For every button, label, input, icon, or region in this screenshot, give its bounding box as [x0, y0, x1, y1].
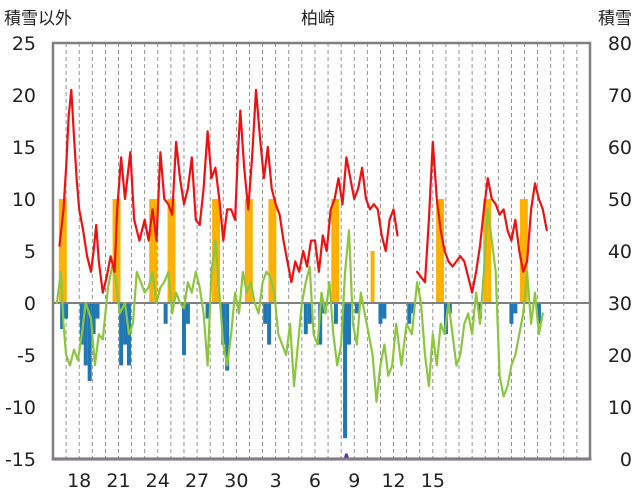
left-tick-label: 5	[24, 241, 36, 263]
right-tick-label: 50	[608, 189, 632, 211]
orange-bar	[153, 199, 158, 303]
blue-bar	[411, 303, 416, 314]
left-tick-label: 25	[12, 33, 36, 55]
right-tick-label: 70	[608, 85, 632, 107]
x-axis-ticks: 18 21 24 27 30 3 6 9 12 15	[67, 470, 445, 492]
blue-bar	[205, 303, 210, 319]
blue-bar	[64, 303, 69, 319]
orange-bar	[439, 199, 444, 303]
orange-bar	[268, 199, 273, 303]
blue-bar	[185, 303, 190, 324]
blue-bar	[91, 303, 96, 335]
blue-bar	[343, 303, 348, 439]
right-tick-label: 20	[608, 345, 632, 367]
x-tick-label: 3	[270, 470, 282, 492]
blue-bar-series	[60, 303, 541, 439]
orange-bar	[436, 199, 441, 303]
orange-bar	[487, 199, 492, 303]
x-tick-label: 21	[106, 470, 130, 492]
left-tick-label: 15	[12, 137, 36, 159]
left-tick-label: -10	[5, 397, 36, 419]
red-line	[416, 140, 548, 294]
orange-bar	[62, 199, 67, 303]
blue-bar	[79, 303, 84, 345]
blue-bar	[407, 303, 412, 324]
blue-bar	[536, 303, 541, 324]
orange-bar	[167, 199, 172, 303]
left-tick-label: -15	[5, 449, 36, 471]
blue-bar	[163, 303, 168, 324]
x-tick-label: 27	[185, 470, 209, 492]
right-tick-label: 0	[620, 449, 632, 471]
x-tick-label: 12	[381, 470, 405, 492]
blue-bar	[333, 303, 338, 324]
blue-bar	[225, 303, 230, 371]
right-tick-label: 40	[608, 241, 632, 263]
blue-bar	[263, 303, 268, 324]
right-tick-label: 30	[608, 293, 632, 315]
blue-bar	[119, 303, 124, 366]
x-tick-label: 6	[309, 470, 321, 492]
right-tick-label: 60	[608, 137, 632, 159]
x-tick-label: 30	[224, 470, 248, 492]
orange-bar	[149, 199, 154, 303]
x-tick-label: 18	[67, 470, 91, 492]
red-line	[58, 88, 399, 294]
orange-bar-series	[58, 199, 528, 303]
line-series	[51, 88, 592, 461]
right-axis-ticks: 80 70 60 50 40 30 20 10 0	[608, 33, 632, 471]
vertical-gridlines	[65, 43, 578, 459]
right-axis-label: 積雪	[598, 9, 632, 29]
blue-bar	[378, 303, 383, 324]
right-tick-label: 10	[608, 397, 632, 419]
left-axis-label: 積雪以外	[4, 9, 72, 29]
left-tick-label: -5	[17, 345, 36, 367]
left-axis-ticks: 25 20 15 10 5 0 -5 -10 -15	[5, 33, 36, 471]
orange-bar	[216, 199, 221, 303]
blue-bar	[123, 303, 128, 345]
orange-bar	[335, 199, 340, 303]
blue-bar	[95, 303, 100, 319]
blue-bar	[307, 303, 312, 324]
left-tick-label: 20	[12, 85, 36, 107]
x-tick-label: 9	[348, 470, 360, 492]
orange-bar	[171, 199, 176, 303]
blue-bar	[354, 303, 359, 314]
blue-bar	[267, 303, 272, 345]
blue-bar	[513, 303, 518, 314]
left-tick-label: 10	[12, 189, 36, 211]
right-tick-label: 80	[608, 33, 632, 55]
blue-bar	[347, 303, 352, 345]
orange-bar	[272, 199, 277, 303]
orange-bar	[248, 199, 253, 303]
orange-bar	[244, 199, 249, 303]
orange-bar	[116, 199, 121, 303]
blue-bar	[181, 303, 186, 355]
green-line	[55, 208, 544, 403]
orange-bar	[58, 199, 63, 303]
blue-bar	[382, 303, 387, 319]
x-tick-label: 15	[421, 470, 445, 492]
x-tick-label: 24	[146, 470, 170, 492]
blue-bar	[509, 303, 514, 324]
orange-bar	[523, 199, 528, 303]
blue-bar	[221, 303, 226, 345]
chart-title: 柏崎	[301, 9, 335, 29]
blue-bar	[87, 303, 92, 381]
orange-bar	[331, 199, 336, 303]
left-tick-label: 0	[24, 293, 36, 315]
blue-bar	[83, 303, 88, 366]
orange-bar	[519, 199, 524, 303]
plot-frame	[51, 41, 592, 461]
blue-bar	[303, 303, 308, 335]
orange-bar	[370, 251, 375, 303]
